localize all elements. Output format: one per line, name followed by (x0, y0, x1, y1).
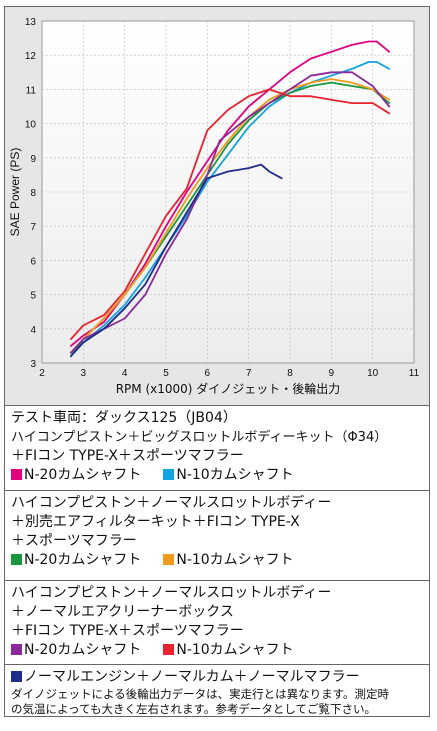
chart-panel: 3 4 5 6 7 8 9 10 11 12 13 2 3 4 5 6 7 8 9 10 11 SAE Power (… (4, 6, 430, 406)
y-tick-label: 8 (30, 188, 36, 199)
y-tick-label: 9 (30, 154, 36, 165)
legend-group-2-items: N-20カムシャフト N-10カムシャフト (11, 551, 423, 570)
x-tick-label: 5 (163, 368, 169, 379)
test-vehicle-label: テスト車両：ダックス125（JB04） (11, 410, 237, 426)
series-line-5 (70, 71, 391, 354)
grid-lines (42, 21, 414, 363)
x-tick-label: 11 (409, 368, 420, 379)
x-tick-label: 8 (287, 368, 293, 379)
legend-item-n20: N-20カムシャフト (24, 467, 142, 483)
x-tick-label: 4 (122, 368, 128, 379)
legend-group-3: ハイコンプピストン＋ノーマルスロットルボディー ＋ノーマルエアクリーナーボックス… (4, 581, 430, 665)
y-tick-label: 7 (30, 222, 36, 233)
y-tick-label: 12 (25, 51, 37, 62)
x-tick-labels: 2 3 4 5 6 7 8 9 10 11 (39, 368, 419, 379)
y-tick-label: 6 (30, 256, 36, 267)
series-lines (70, 40, 391, 358)
series-line-4 (70, 78, 391, 354)
disclaimer-line-1: ダイノジェットによる後輪出力データは、実走行とは異なります。測定時 (11, 687, 390, 701)
x-tick-label: 2 (39, 368, 45, 379)
x-tick-label: 7 (246, 368, 252, 379)
legend-group-4: ノーマルエンジン＋ノーマルカム＋ノーマルマフラー ダイノジェットによる後輪出力デ… (4, 665, 430, 717)
legend-swatch-purple (11, 644, 22, 655)
legend-group-2-spec-3: ＋スポーツマフラー (11, 533, 137, 549)
right-margin (430, 0, 436, 731)
legend-group-1-spec-2: ＋FIコン TYPE-X＋スポーツマフラー (11, 448, 244, 464)
y-tick-label: 13 (25, 17, 37, 28)
series-line-6 (70, 88, 391, 340)
series-line-7 (70, 163, 283, 358)
legend-group-2: ハイコンプピストン＋ノーマルスロットルボディー ＋別売エアフィルターキット＋FI… (4, 491, 430, 581)
series-line-2 (70, 61, 391, 354)
legend-swatch-green (11, 554, 22, 565)
legend-group-3-spec-2: ＋ノーマルエアクリーナーボックス (11, 604, 234, 620)
legend-item-n20: N-20カムシャフト (24, 642, 142, 658)
legend-group-1-items: N-20カムシャフト N-10カムシャフト (11, 466, 423, 485)
legend-item-n10: N-10カムシャフト (176, 467, 294, 483)
legend-group-3-items: N-20カムシャフト N-10カムシャフト (11, 641, 423, 660)
y-tick-labels: 3 4 5 6 7 8 9 10 11 12 13 (25, 17, 37, 370)
legend-swatch-orange (163, 554, 175, 565)
disclaimer-line-2: の気温によっても大きく左右されます。参考データとしてご覧下さい。 (11, 702, 377, 716)
legend-group-3-spec-3: ＋FIコン TYPE-X＋スポーツマフラー (11, 623, 244, 639)
legend-swatch-cyan (163, 469, 175, 480)
legend-swatch-magenta (11, 469, 22, 480)
legend-group-1-spec-1: ハイコンプピストン＋ビッグスロットルボディーキット（Φ34） (11, 430, 388, 445)
y-axis-label: SAE Power (PS) (8, 148, 22, 237)
legend-swatch-red (163, 644, 175, 655)
legend-group-2-spec-2: ＋別売エアフィルターキット＋FIコン TYPE-X (11, 514, 300, 530)
legend-group-3-spec-1: ハイコンプピストン＋ノーマルスロットルボディー (11, 585, 332, 601)
y-tick-label: 10 (25, 120, 37, 131)
x-tick-label: 9 (329, 368, 335, 379)
x-tick-label: 10 (367, 368, 379, 379)
x-axis-label: RPM (x1000) ダイノジェット・後輪出力 (116, 381, 341, 396)
legend-group-2-spec-1: ハイコンプピストン＋ノーマルスロットルボディー (11, 495, 332, 511)
y-tick-label: 11 (26, 85, 37, 96)
x-tick-label: 6 (205, 368, 211, 379)
legend-item-n10: N-10カムシャフト (176, 552, 294, 568)
legend-group-4-item: ノーマルエンジン＋ノーマルカム＋ノーマルマフラー (11, 668, 423, 687)
x-tick-label: 3 (81, 368, 87, 379)
legend-item-n10: N-10カムシャフト (176, 642, 294, 658)
y-tick-label: 5 (30, 291, 36, 302)
legend-group-1: テスト車両：ダックス125（JB04） ハイコンプピストン＋ビッグスロットルボデ… (4, 406, 430, 491)
legend-item-stock: ノーマルエンジン＋ノーマルカム＋ノーマルマフラー (24, 669, 360, 685)
legend-swatch-navy (11, 671, 22, 682)
legend-item-n20: N-20カムシャフト (24, 552, 142, 568)
y-tick-label: 3 (30, 359, 36, 370)
y-tick-label: 4 (30, 325, 36, 336)
